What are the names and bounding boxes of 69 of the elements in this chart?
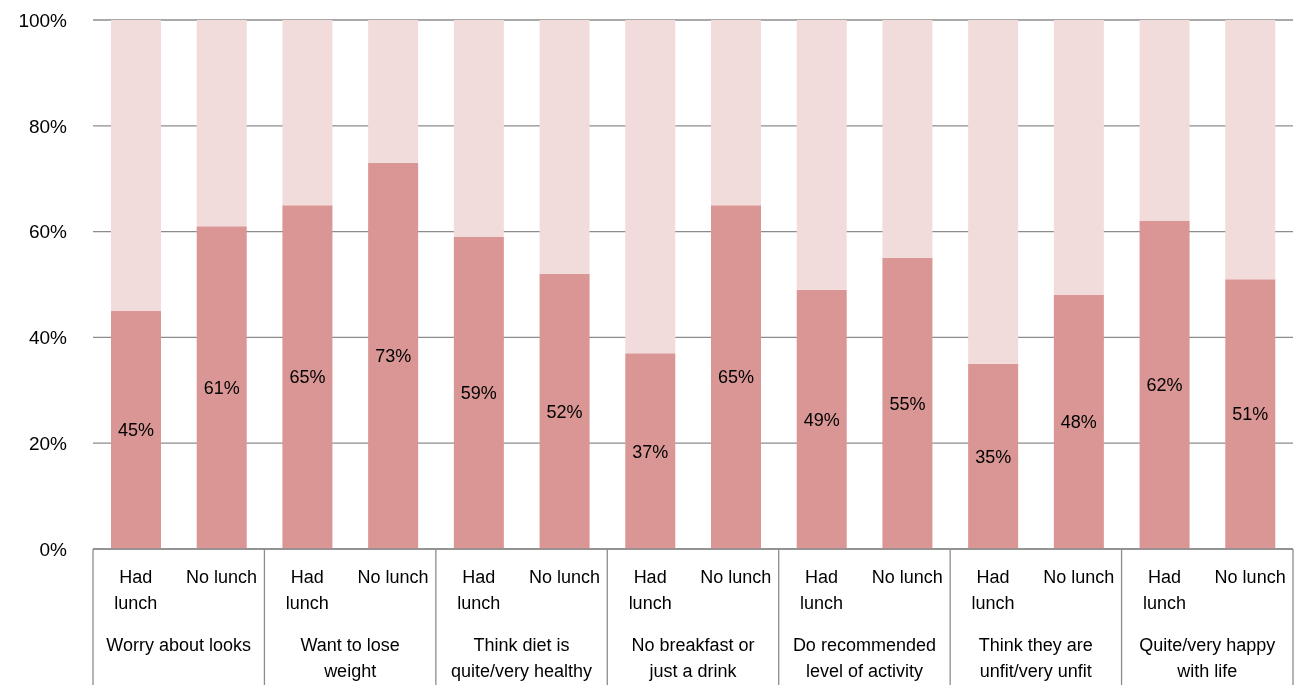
- y-tick-label: 60%: [28, 221, 68, 243]
- x-tick-label: Had lunch: [628, 567, 672, 613]
- bar: [1225, 20, 1276, 280]
- x-tick-label: No lunch: [871, 567, 943, 587]
- text: Think they are unfit/very unfit: [978, 635, 1093, 681]
- data-label: 51%: [1232, 404, 1269, 425]
- y-tick-label: 80%: [28, 115, 68, 137]
- y-tick-label: 100%: [18, 9, 68, 31]
- data-label: 52%: [546, 401, 583, 422]
- data-label: 49%: [803, 409, 840, 430]
- x-tick-label: Had lunch: [1142, 567, 1186, 613]
- bar: [625, 20, 676, 354]
- x-tick-label: Had lunch: [457, 567, 501, 613]
- bar: [711, 205, 761, 549]
- text: No breakfast or just a drink: [631, 635, 755, 681]
- data-label: 37%: [632, 441, 669, 462]
- text: Think diet is quite/very healthy: [451, 635, 593, 681]
- x-tick-label: No lunch: [1214, 567, 1286, 587]
- y-tick-label: 20%: [28, 432, 68, 454]
- bar: [1053, 20, 1104, 296]
- bar: [282, 20, 333, 206]
- data-label: 73%: [375, 346, 412, 367]
- bar: [196, 20, 247, 227]
- bar: [368, 162, 419, 549]
- data-label: 48%: [1060, 412, 1097, 433]
- bar: [453, 236, 504, 549]
- bar: [368, 20, 419, 163]
- bar: [111, 310, 161, 549]
- x-tick-label: Had lunch: [114, 567, 158, 613]
- bar: [968, 363, 1019, 549]
- x-tick-label: No lunch: [528, 567, 600, 587]
- data-label: 55%: [889, 393, 926, 414]
- text: Want to lose weight: [300, 635, 400, 681]
- bar: [1225, 279, 1276, 549]
- data-label: 65%: [717, 367, 755, 388]
- x-tick-label: Had lunch: [800, 567, 844, 613]
- data-label: 61%: [203, 378, 240, 399]
- text: Do recommended level of activity: [792, 635, 936, 681]
- data-label: 62%: [1146, 375, 1183, 396]
- data-label: 45%: [117, 420, 155, 441]
- text: Worry about looks: [106, 635, 252, 655]
- bar: [282, 205, 333, 549]
- bar: [882, 258, 933, 549]
- x-tick-label: No lunch: [357, 567, 429, 587]
- bar: [968, 20, 1019, 364]
- bar: [796, 20, 847, 290]
- bar: [796, 289, 847, 549]
- y-tick-label: 40%: [28, 327, 68, 349]
- data-label: 59%: [460, 383, 497, 404]
- bar: [1139, 221, 1190, 549]
- bar: [539, 273, 590, 549]
- x-tick-label: No lunch: [186, 567, 258, 587]
- bar: [625, 353, 676, 549]
- bar: [1139, 20, 1190, 222]
- data-label: 35%: [975, 446, 1012, 467]
- bar: [111, 20, 161, 311]
- bar: [453, 20, 504, 237]
- text: Quite/very happy with life: [1139, 635, 1276, 681]
- x-tick-label: Had lunch: [971, 567, 1015, 613]
- bar: [882, 20, 933, 259]
- bar: [196, 226, 247, 549]
- y-tick-label: 0%: [39, 538, 68, 560]
- x-tick-label: Had lunch: [285, 567, 329, 613]
- bar: [1053, 295, 1104, 549]
- x-tick-label: No lunch: [700, 567, 772, 587]
- data-label: 65%: [289, 367, 326, 388]
- bar: [539, 20, 590, 274]
- x-tick-label: No lunch: [1043, 567, 1115, 587]
- bar: [711, 20, 761, 206]
